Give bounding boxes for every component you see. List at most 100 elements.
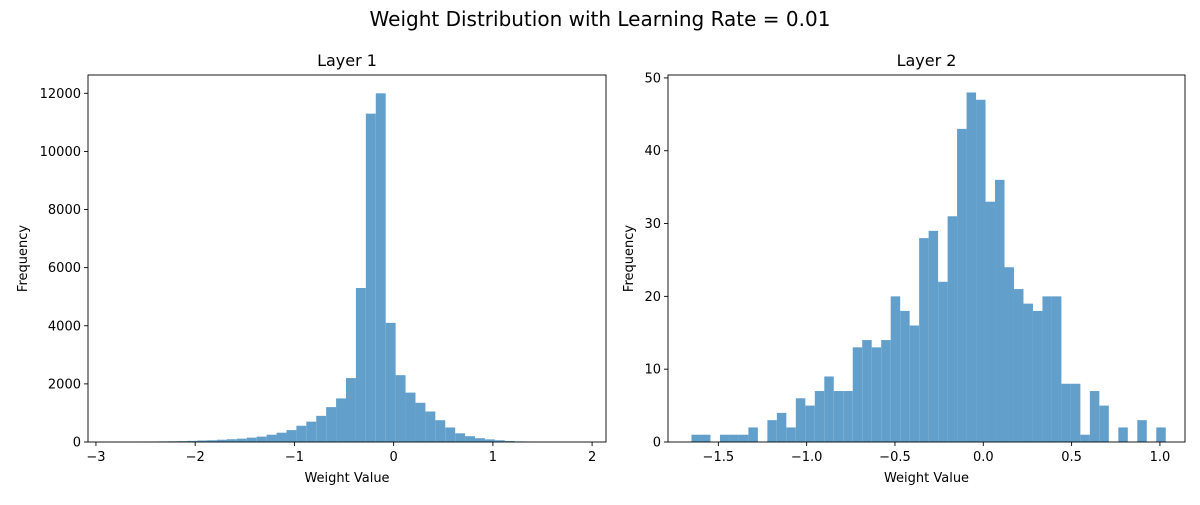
histogram-bar <box>986 202 995 442</box>
histogram-bar <box>1080 435 1089 442</box>
y-tick-label: 30 <box>644 217 661 232</box>
y-tick-label: 12000 <box>40 87 81 102</box>
histogram-bar <box>336 398 346 442</box>
y-tick-label: 8000 <box>48 203 81 218</box>
histogram-bar <box>701 435 710 442</box>
y-tick-label: 50 <box>644 71 661 86</box>
histogram-bar <box>267 435 277 442</box>
histogram-bar <box>995 180 1004 442</box>
histogram-bar <box>1156 427 1165 442</box>
histogram-bar <box>435 420 445 442</box>
histogram-bar <box>891 296 900 442</box>
histogram-bar <box>306 422 316 442</box>
histogram-bar <box>1137 420 1146 442</box>
histogram-bar <box>376 93 386 442</box>
histogram-bar <box>862 340 871 442</box>
y-axis-label: Frequency <box>622 225 637 292</box>
histogram-bar <box>296 426 306 442</box>
x-tick-label: −1 <box>285 450 304 465</box>
histogram-bar <box>1052 296 1061 442</box>
histogram-bar <box>396 375 406 442</box>
histogram-bar <box>976 100 985 442</box>
histogram-bar <box>316 416 326 442</box>
histogram-bar <box>1099 406 1108 442</box>
histogram-bar <box>1118 427 1127 442</box>
histogram-bar <box>386 323 396 442</box>
histogram-bar <box>326 407 336 442</box>
histogram-bar <box>455 433 465 442</box>
x-tick-label: −1.0 <box>791 450 823 465</box>
histogram-bar <box>346 378 356 442</box>
histogram-bar <box>872 347 881 442</box>
histogram-bar <box>729 435 738 442</box>
histogram-bar <box>824 376 833 442</box>
y-tick-label: 40 <box>644 144 661 159</box>
histogram-bar <box>967 92 976 442</box>
histogram-bar <box>815 391 824 442</box>
histogram-bar <box>786 427 795 442</box>
histogram-bar <box>366 114 376 442</box>
histogram-bar <box>445 427 455 442</box>
histogram-bar <box>1023 304 1032 442</box>
histogram-bar <box>957 129 966 442</box>
y-tick-label: 2000 <box>48 377 81 392</box>
histogram-bar <box>247 438 257 442</box>
figure-suptitle: Weight Distribution with Learning Rate =… <box>370 7 831 31</box>
histogram-bar <box>767 420 776 442</box>
panel-layer-2: −1.5 −1.0 −0.5 0.0 0.5 1.0 0 10 20 30 40 50 Layer 2 W… <box>622 51 1185 486</box>
x-tick-label: −3 <box>86 450 105 465</box>
histogram-bar <box>739 435 748 442</box>
histogram-bar <box>691 435 700 442</box>
histogram-bar <box>1090 391 1099 442</box>
histogram-bar <box>720 435 729 442</box>
histogram-bar <box>475 438 485 442</box>
x-axis-label: Weight Value <box>304 471 389 486</box>
x-tick-label: 2 <box>588 450 596 465</box>
histogram-bar <box>948 216 957 442</box>
histogram-bar <box>286 430 296 442</box>
histogram-bar <box>777 413 786 442</box>
y-tick-label: 6000 <box>48 261 81 276</box>
panel-title: Layer 2 <box>897 51 957 70</box>
x-tick-label: 0.5 <box>1061 450 1082 465</box>
histogram-bar <box>406 393 416 442</box>
histogram-bar <box>929 231 938 442</box>
x-tick-label: 1 <box>489 450 497 465</box>
y-tick-label: 10000 <box>40 145 81 160</box>
histogram-bar <box>881 340 890 442</box>
histogram-bar <box>900 311 909 442</box>
histogram-bar <box>415 403 425 442</box>
y-axis-label: Frequency <box>16 225 31 292</box>
y-tick-label: 0 <box>73 436 81 451</box>
x-tick-label: 0.0 <box>973 450 994 465</box>
x-tick-label: 1.0 <box>1150 450 1171 465</box>
histogram-bar <box>425 411 435 442</box>
histogram-bar <box>1071 384 1080 442</box>
histogram-bar <box>796 398 805 442</box>
histogram-bar <box>1061 384 1070 442</box>
histogram-bar <box>257 437 267 442</box>
x-tick-label: −1.5 <box>703 450 735 465</box>
histogram-bar <box>1005 267 1014 442</box>
histogram-bar <box>910 325 919 442</box>
histogram-bar <box>1042 296 1051 442</box>
histogram-bar <box>1033 311 1042 442</box>
histogram-bar <box>465 436 475 442</box>
y-tick-label: 4000 <box>48 319 81 334</box>
histogram-bar <box>1014 289 1023 442</box>
histogram-bar <box>356 288 366 442</box>
histogram-bar <box>938 282 947 442</box>
histogram-bar <box>805 406 814 442</box>
y-tick-label: 20 <box>644 290 661 305</box>
y-tick-label: 0 <box>653 436 661 451</box>
histogram-bar <box>237 439 247 442</box>
x-tick-label: −0.5 <box>879 450 911 465</box>
y-tick-label: 10 <box>644 363 661 378</box>
x-tick-label: 0 <box>389 450 397 465</box>
histogram-bar <box>853 347 862 442</box>
histogram-bar <box>919 238 928 442</box>
histogram-bar <box>277 433 287 442</box>
x-axis-label: Weight Value <box>884 471 969 486</box>
